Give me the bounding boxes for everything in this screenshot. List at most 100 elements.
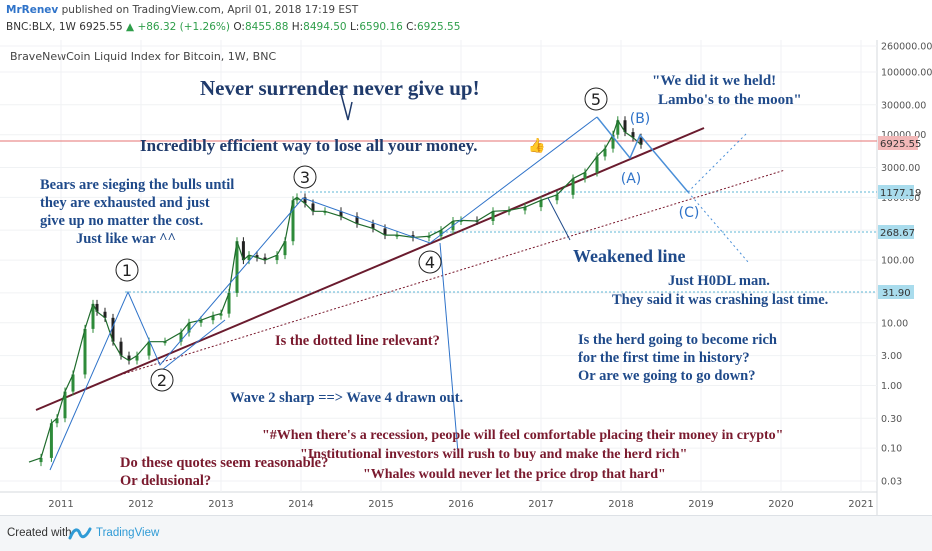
tradingview-brand[interactable]: TradingView: [96, 527, 160, 539]
quote-3: "Whales would never let the price drop t…: [363, 467, 666, 482]
herd-text-3: Or are we going to go down?: [578, 368, 756, 384]
horizontal-levels: [0, 140, 877, 293]
y-tick-label: 10.00: [881, 318, 908, 329]
corrective-wave: [596, 116, 689, 193]
current-price-badge: [878, 136, 918, 150]
quote-2: "Institutional investors will rush to bu…: [300, 447, 687, 462]
weakened-text: Weakened line: [573, 246, 686, 266]
bears-text-4: Just like war ^^: [76, 231, 176, 247]
held-text-1: "We did it we held!: [652, 73, 776, 89]
y-tick-label: 0.10: [881, 444, 902, 455]
level-268-text: 268.67: [880, 228, 915, 239]
symbol: BNC:BLX, 1W: [6, 21, 76, 33]
candle-body: [95, 303, 99, 312]
candle-body: [235, 241, 239, 293]
created-with-text: Created with: [7, 527, 72, 539]
herd-text-1: Is the herd going to become rich: [578, 332, 777, 348]
candle-body: [103, 311, 107, 318]
wave-2-label: 2: [157, 371, 167, 390]
level-1177-badge: [878, 185, 914, 199]
candle-body: [555, 194, 559, 201]
open-value: 8455.88: [244, 21, 289, 33]
wave-a-label: (A): [621, 171, 642, 187]
level-268-badge: [878, 225, 914, 239]
wave-3-label: 3: [300, 168, 310, 187]
x-tick-label: 2016: [448, 499, 473, 510]
candle-body: [459, 220, 463, 222]
candle-body: [39, 457, 43, 463]
wave-5-marker: [584, 87, 608, 111]
candle-body: [395, 235, 399, 237]
projection-down: [687, 191, 749, 263]
candle-body: [303, 197, 307, 204]
footer-bar: Created with TradingView: [0, 515, 932, 551]
x-tick-label: 2017: [528, 499, 553, 510]
dotted-question: Is the dotted line relevant?: [275, 333, 440, 349]
candle-body: [339, 211, 343, 217]
candle-body: [571, 178, 575, 195]
projection-up: [687, 131, 749, 193]
weakened-pointer: [547, 197, 571, 241]
candle-body: [295, 197, 299, 201]
reasonable-text-2: Or delusional?: [120, 473, 211, 489]
up-arrow-icon: ▲: [126, 21, 135, 33]
wave2-text: Wave 2 sharp ==> Wave 4 drawn out.: [230, 390, 463, 406]
low-label: L:: [349, 21, 360, 33]
candle-body: [323, 211, 327, 213]
candle-body: [371, 223, 375, 229]
candle-body: [275, 255, 279, 261]
candle-body: [83, 328, 87, 375]
candle-body: [255, 255, 259, 258]
price-chart[interactable]: BraveNewCoin Liquid Index for Bitcoin, 1…: [0, 40, 932, 515]
level-31-badge: [878, 285, 914, 299]
change: +86.32 (+1.26%): [137, 21, 230, 33]
ticker-line: BNC:BLX, 1W 6925.55 ▲ +86.32 (+1.26%) O:…: [6, 21, 460, 33]
published-text: published on TradingView.com, April 01, …: [61, 4, 359, 16]
candle-body: [639, 137, 643, 145]
y-tick-label: 260000.00: [881, 42, 932, 53]
candle-body: [247, 255, 251, 261]
wave-c-label: (C): [679, 205, 700, 221]
hodl-text-1: Just H0DL man.: [668, 273, 770, 289]
candle-body: [311, 203, 315, 212]
y-tick-label: 3000.00: [881, 163, 920, 174]
headline-text: Never surrender never give up!: [200, 76, 480, 100]
candle-body: [199, 320, 203, 323]
chart-title: BraveNewCoin Liquid Index for Bitcoin, 1…: [10, 50, 276, 63]
y-tick-label: 0.03: [881, 476, 902, 487]
level-31-text: 31.90: [882, 288, 911, 299]
candle-body: [241, 241, 245, 261]
close-value: 6925.55: [416, 21, 461, 33]
candle-body: [595, 156, 599, 173]
wave-markers: 1 2 3 4 5 (A) (B) (C): [115, 87, 700, 392]
wave-4-label: 4: [425, 253, 435, 272]
x-tick-label: 2013: [208, 499, 233, 510]
bears-text-1: Bears are sieging the bulls until: [40, 177, 234, 193]
candle-body: [523, 207, 527, 211]
price-line: [28, 118, 642, 463]
candle-body: [383, 228, 387, 236]
annotations: Never surrender never give up! Incredibl…: [40, 73, 828, 489]
candle-series: [28, 116, 643, 467]
candle-body: [616, 120, 620, 135]
wave-4-marker: [418, 250, 442, 274]
grid: [0, 40, 877, 492]
x-tick-label: 2021: [848, 499, 873, 510]
candle-body: [127, 355, 131, 361]
wave-lines: [49, 89, 749, 471]
y-tick-label: 10000.00: [881, 130, 926, 141]
candle-body: [603, 148, 607, 157]
author-link[interactable]: MrRenev: [6, 4, 59, 16]
main-trendline[interactable]: [35, 127, 705, 411]
candle-body: [539, 200, 543, 208]
high-label: H:: [291, 21, 304, 33]
candle-body: [583, 172, 587, 179]
candle-body: [63, 391, 67, 419]
candle-body: [55, 418, 59, 424]
candle-body: [187, 322, 191, 333]
time-axis[interactable]: 2011 2012 2013 2014 2015 2016 2017 2018 2019 2020…: [48, 499, 873, 510]
thumbs-up-icon: 👍: [528, 137, 545, 154]
tradingview-logo-icon[interactable]: [68, 523, 92, 543]
y-tick-label: 100.00: [881, 256, 914, 267]
open-label: O:: [233, 21, 245, 33]
